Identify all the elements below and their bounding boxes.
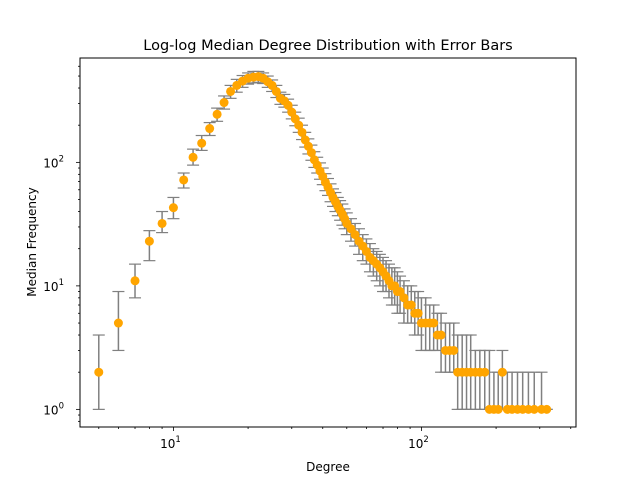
data-point <box>542 404 552 414</box>
data-point <box>493 404 503 414</box>
data-point <box>497 367 507 377</box>
tick-base: 10 <box>408 437 423 451</box>
y-tick-label: 101 <box>43 278 64 294</box>
y-tick-label: 102 <box>43 154 64 170</box>
data-point <box>188 152 198 162</box>
data-point <box>197 138 207 148</box>
data-point <box>283 100 293 110</box>
data-point <box>287 107 297 117</box>
plot-area <box>92 70 553 414</box>
data-point <box>436 330 446 340</box>
tick-base: 10 <box>43 403 58 417</box>
data-point <box>168 203 178 213</box>
tick-exponent: 1 <box>59 278 64 288</box>
data-point <box>130 276 140 286</box>
data-point <box>144 236 154 246</box>
y-axis-label: Median Frequency <box>25 187 39 296</box>
data-point <box>212 109 222 119</box>
tick-base: 10 <box>43 156 58 170</box>
tick-exponent: 1 <box>175 435 180 445</box>
data-point <box>429 318 439 328</box>
tick-base: 10 <box>43 280 58 294</box>
data-point <box>205 124 215 134</box>
data-point <box>413 308 423 318</box>
tick-exponent: 2 <box>59 154 64 164</box>
data-point <box>94 367 104 377</box>
data-point <box>529 404 539 414</box>
y-tick-label: 100 <box>43 401 64 417</box>
data-point <box>271 86 281 96</box>
data-point <box>113 318 123 328</box>
x-tick-label: 101 <box>160 435 181 451</box>
tick-exponent: 2 <box>423 435 428 445</box>
data-point <box>449 345 459 355</box>
data-point <box>297 127 307 137</box>
x-tick-label: 102 <box>408 435 429 451</box>
tick-base: 10 <box>160 437 175 451</box>
data-point <box>480 367 490 377</box>
data-point <box>226 86 236 96</box>
data-point <box>157 218 167 228</box>
x-axis-label: Degree <box>306 460 350 474</box>
data-point <box>294 120 304 130</box>
data-point <box>179 175 189 185</box>
axes-frame <box>79 57 577 428</box>
data-point <box>406 300 416 310</box>
data-point <box>219 98 229 108</box>
tick-exponent: 0 <box>59 401 64 411</box>
data-point <box>399 293 409 303</box>
chart-title: Log-log Median Degree Distribution with … <box>143 38 512 54</box>
data-point <box>350 230 360 240</box>
data-point <box>306 148 316 158</box>
